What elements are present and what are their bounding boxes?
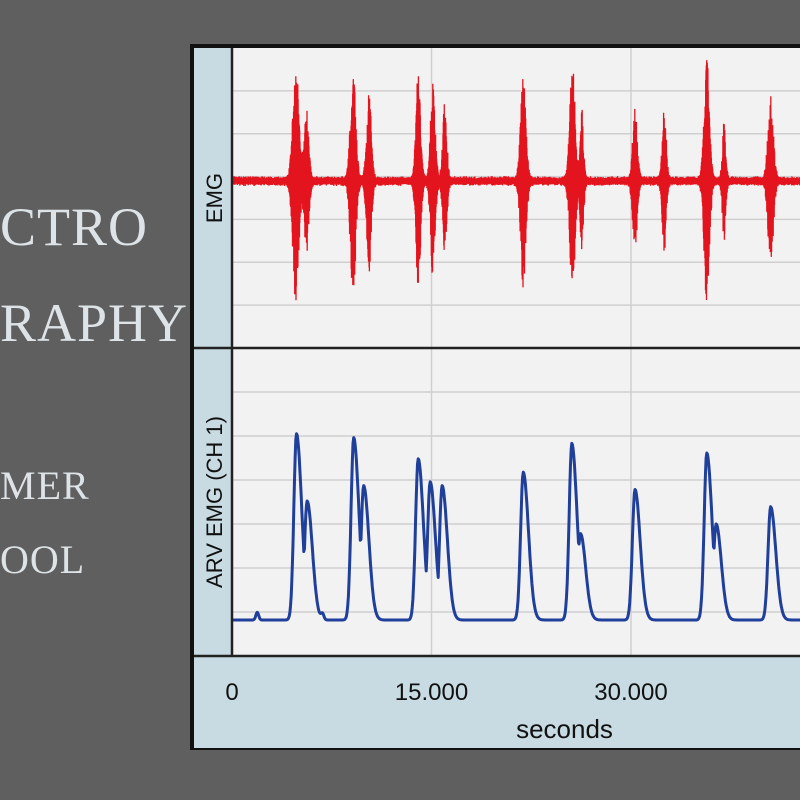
x-tick-label: 15.000 [395,679,468,706]
emg-trace [232,60,800,301]
side-subtitle-line-2: OOL [0,537,86,582]
emg-panel-background [232,48,800,348]
x-axis-title: seconds [516,714,613,744]
arv-trace [232,432,800,622]
emg-panel-grid [232,48,800,348]
side-subtitle-line-1: MER [0,463,90,508]
arv-label-strip [194,348,234,656]
side-title-line-1: CTRO [0,197,149,257]
emg-chart: EMG ARV EMG (CH 1) 0 15.000 30.000 seconds [190,44,800,750]
x-tick-label: 30.000 [594,679,667,706]
arv-panel-grid [232,348,800,656]
x-axis-ticks: 0 15.000 30.000 [225,679,667,706]
x-axis-area [194,656,800,748]
emg-label-strip [194,48,234,348]
emg-chart-frame: EMG ARV EMG (CH 1) 0 15.000 30.000 seconds [190,44,800,752]
x-tick-label: 0 [225,679,238,706]
emg-panel-ylabel: EMG [202,173,227,223]
side-title-line-2: RAPHY [0,293,189,353]
arv-panel-ylabel: ARV EMG (CH 1) [202,416,227,588]
